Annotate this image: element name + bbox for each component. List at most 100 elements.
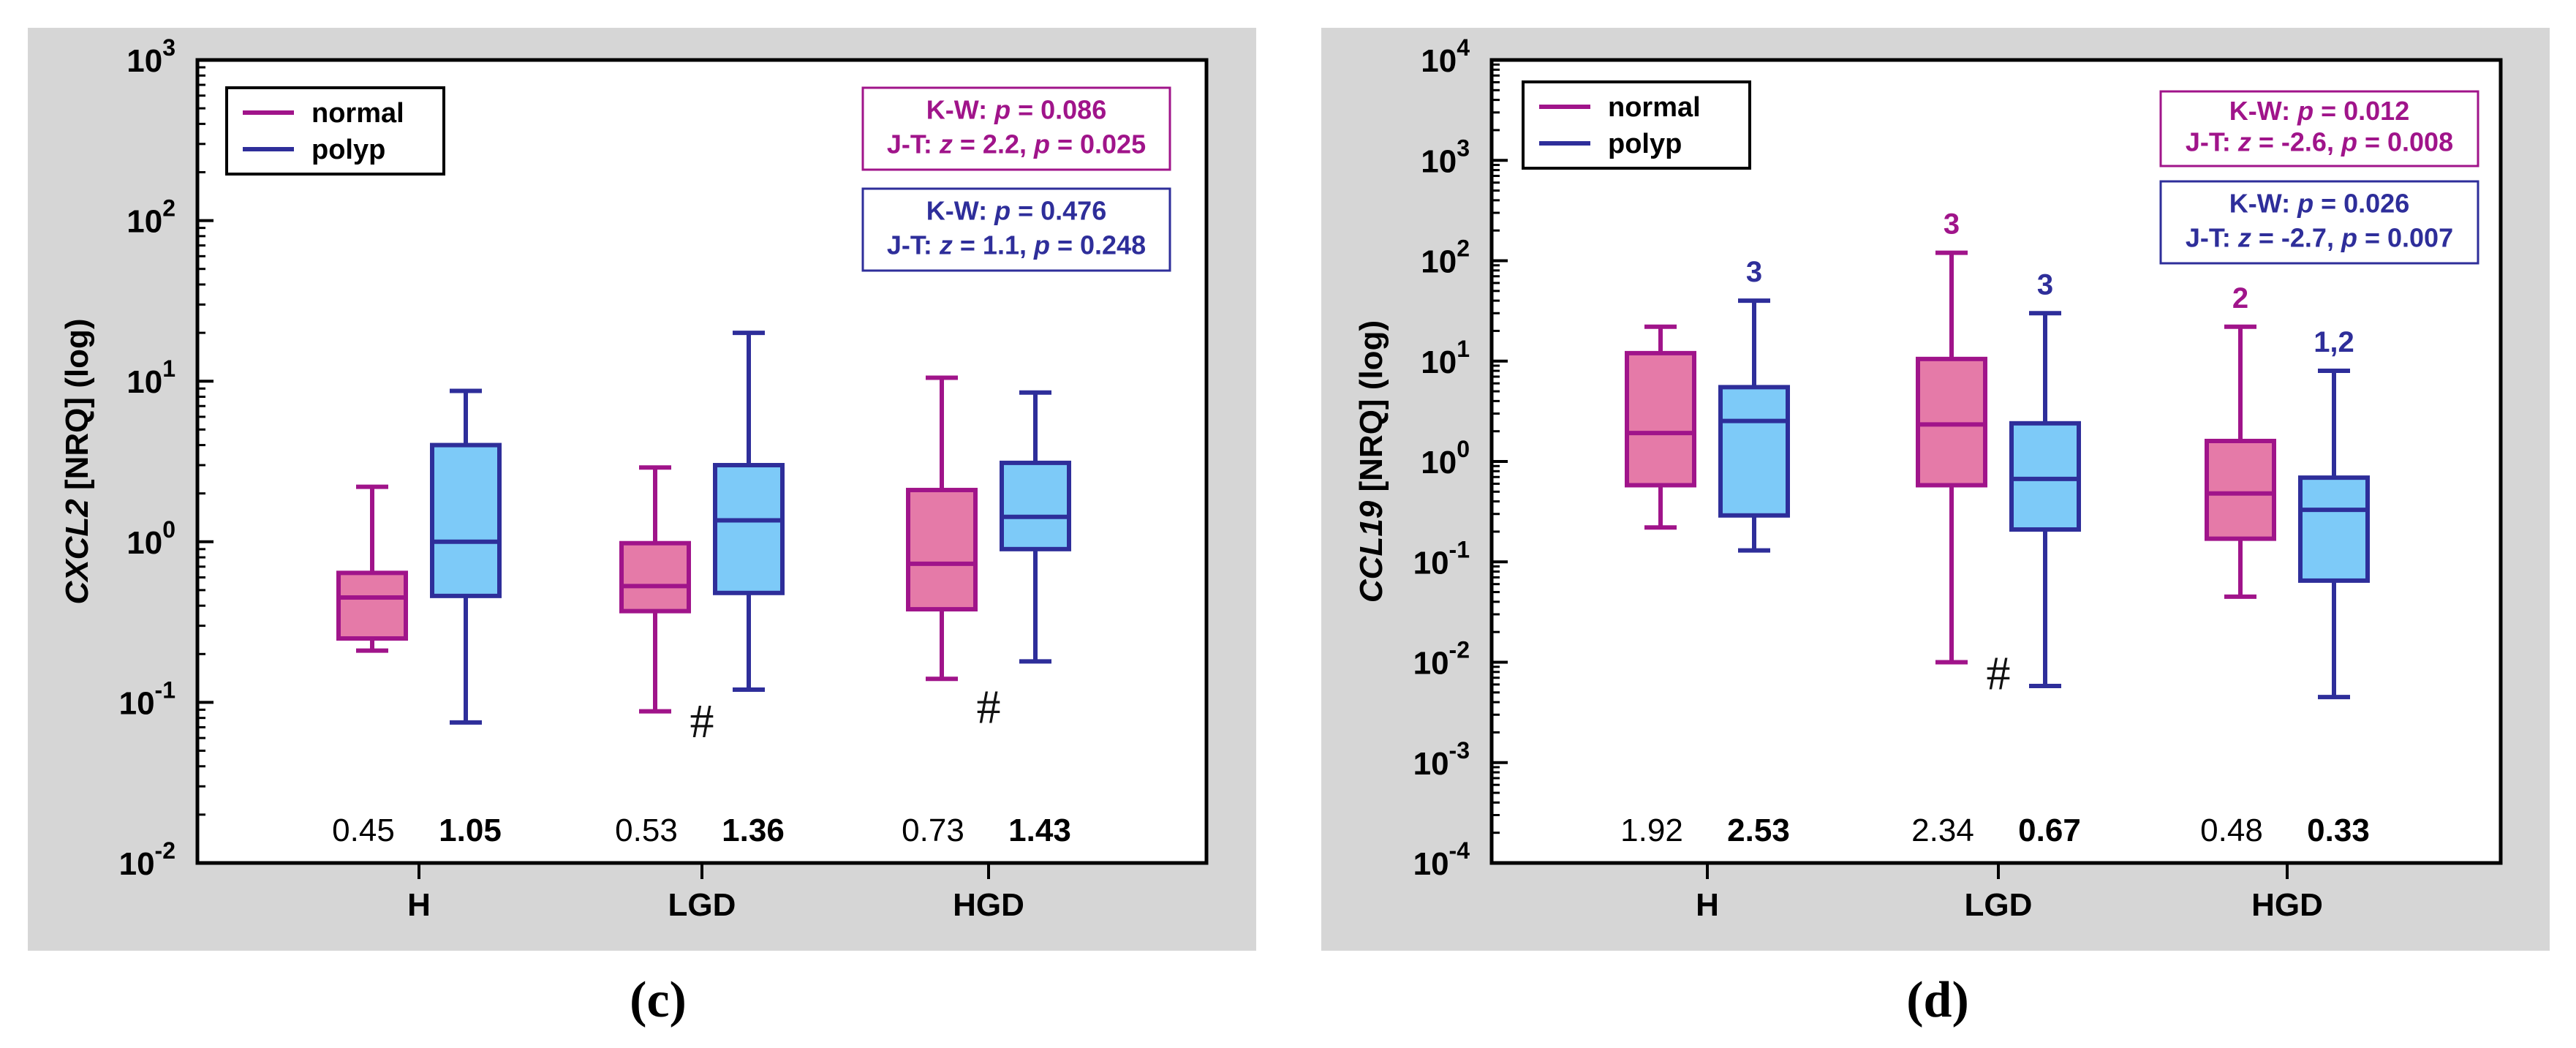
y-tick-label: 101: [126, 355, 175, 400]
legend-label-normal: normal: [311, 98, 404, 129]
y-tick-base: 10: [1421, 344, 1457, 380]
jt-z-symbol: z: [2237, 223, 2251, 253]
y-tick-exponent: -1: [1449, 536, 1470, 562]
jt-z-value: = -2.6,: [2251, 127, 2341, 157]
y-axis-label: CCL19 [NRQ] (log): [1353, 320, 1389, 603]
y-tick-base: 10: [119, 685, 155, 721]
median-value-label: 1.43: [1008, 813, 1071, 848]
y-tick-base: 10: [1413, 646, 1449, 682]
jt-prefix: J-T:: [2186, 223, 2238, 253]
y-tick-base: 10: [1413, 545, 1449, 581]
legend-box: [225, 86, 445, 176]
y-tick-exponent: 0: [1457, 436, 1470, 462]
box-normal-hgd: 0.73: [902, 375, 978, 848]
y-tick-base: 10: [1413, 846, 1449, 882]
jt-z-symbol: z: [939, 129, 953, 159]
jonckheere-terpstra-line: J-T: z = -2.7, p = 0.007: [2186, 223, 2453, 253]
jt-prefix: J-T:: [887, 129, 940, 159]
significance-annotation: 3: [1746, 256, 1762, 288]
jt-z-value: = -2.7,: [2251, 223, 2341, 253]
y-tick-exponent: -1: [155, 676, 175, 703]
iqr-box: [713, 463, 785, 595]
y-tick-label: 100: [1421, 436, 1470, 480]
x-tick-label-lgd: LGD: [668, 887, 736, 923]
y-tick-base: 10: [1421, 244, 1457, 280]
y-tick-label: 101: [1421, 336, 1470, 380]
kw-p-value: = 0.086: [1011, 95, 1106, 125]
x-tick-label-hgd: HGD: [953, 887, 1024, 923]
y-tick-exponent: -2: [1449, 637, 1470, 663]
jt-p-symbol: p: [2341, 127, 2357, 157]
median-value-label: 0.67: [2018, 813, 2081, 848]
median-value-label: 0.53: [615, 813, 678, 848]
median-value-label: 2.53: [1727, 813, 1790, 848]
jt-p-value: = 0.025: [1050, 129, 1146, 159]
jt-z-value: = 2.2,: [953, 129, 1034, 159]
jt-prefix: J-T:: [2186, 127, 2238, 157]
box-normal-lgd: 0.53: [615, 465, 691, 848]
significance-annotation: 1,2: [2314, 326, 2354, 358]
legend-box: [1522, 80, 1751, 170]
iqr-box: [1916, 356, 1987, 488]
y-axis-gene: CCL19: [1353, 500, 1389, 603]
y-tick-exponent: -3: [1449, 737, 1470, 764]
iqr-box: [2205, 438, 2276, 541]
y-axis-unit: [NRQ] (log): [59, 318, 95, 499]
x-tick-label-h: H: [1696, 887, 1719, 923]
y-tick-label: 103: [1421, 135, 1470, 179]
iqr-box: [430, 442, 502, 598]
significance-annotation: 3: [2037, 268, 2053, 301]
kw-p-symbol: p: [2297, 189, 2314, 219]
x-tick-label-hgd: HGD: [2251, 887, 2323, 923]
box-polyp-hgd: 0.33 1,2: [2298, 326, 2370, 848]
legend: normal polyp: [225, 86, 445, 176]
stats-box-polyp: K-W: p = 0.026 J-T: z = -2.7, p = 0.007: [2159, 180, 2479, 265]
y-axis-unit: [NRQ] (log): [1353, 320, 1389, 501]
y-tick-label: 10-1: [119, 676, 175, 721]
iqr-box: [336, 570, 408, 641]
legend-label-normal: normal: [1608, 92, 1701, 123]
y-tick-exponent: 1: [162, 355, 175, 382]
jt-p-symbol: p: [2341, 223, 2357, 253]
y-tick-exponent: 3: [1457, 135, 1470, 161]
y-tick-exponent: 1: [1457, 336, 1470, 362]
significance-annotation: 2: [2232, 282, 2248, 314]
y-tick-label: 10-2: [1413, 637, 1470, 682]
iqr-box: [906, 488, 978, 612]
y-tick-label: 10-2: [119, 837, 175, 882]
box-polyp-h: 2.53 3: [1718, 256, 1790, 848]
y-tick-base: 10: [126, 204, 162, 240]
y-tick-base: 10: [126, 364, 162, 400]
median-value-label: 0.45: [332, 813, 395, 848]
iqr-box: [619, 540, 691, 614]
stats-box-border: [861, 187, 1171, 272]
box-polyp-h: 1.05: [430, 388, 502, 848]
jt-z-symbol: z: [2237, 127, 2251, 157]
y-tick-label: 104: [1421, 34, 1470, 79]
y-tick-label: 100: [126, 516, 175, 561]
y-tick-base: 10: [1421, 143, 1457, 179]
y-tick-label: 103: [126, 34, 175, 79]
box-normal-hgd: 0.48 2: [2200, 282, 2276, 848]
jt-p-symbol: p: [1033, 230, 1050, 260]
hash-annotation: #: [1987, 647, 2011, 701]
jt-prefix: J-T:: [887, 230, 940, 260]
stats-box-border: [2159, 180, 2479, 265]
y-axis-label: CXCL2 [NRQ] (log): [59, 318, 95, 604]
jonckheere-terpstra-line: J-T: z = 1.1, p = 0.248: [887, 230, 1146, 260]
y-tick-label: 102: [1421, 235, 1470, 280]
iqr-box: [1718, 385, 1790, 518]
box-normal-lgd: 2.34 3: [1911, 208, 1987, 848]
significance-annotation: 3: [1944, 208, 1960, 241]
y-tick-exponent: 2: [1457, 235, 1470, 262]
y-tick-base: 10: [119, 846, 155, 882]
y-tick-exponent: -2: [155, 837, 175, 864]
stats-box-normal: K-W: p = 0.086 J-T: z = 2.2, p = 0.025: [861, 86, 1171, 171]
y-tick-base: 10: [126, 43, 162, 79]
median-value-label: 1.36: [722, 813, 785, 848]
legend-label-polyp: polyp: [311, 135, 385, 165]
y-tick-base: 10: [1421, 445, 1457, 480]
kw-p-symbol: p: [994, 196, 1011, 226]
